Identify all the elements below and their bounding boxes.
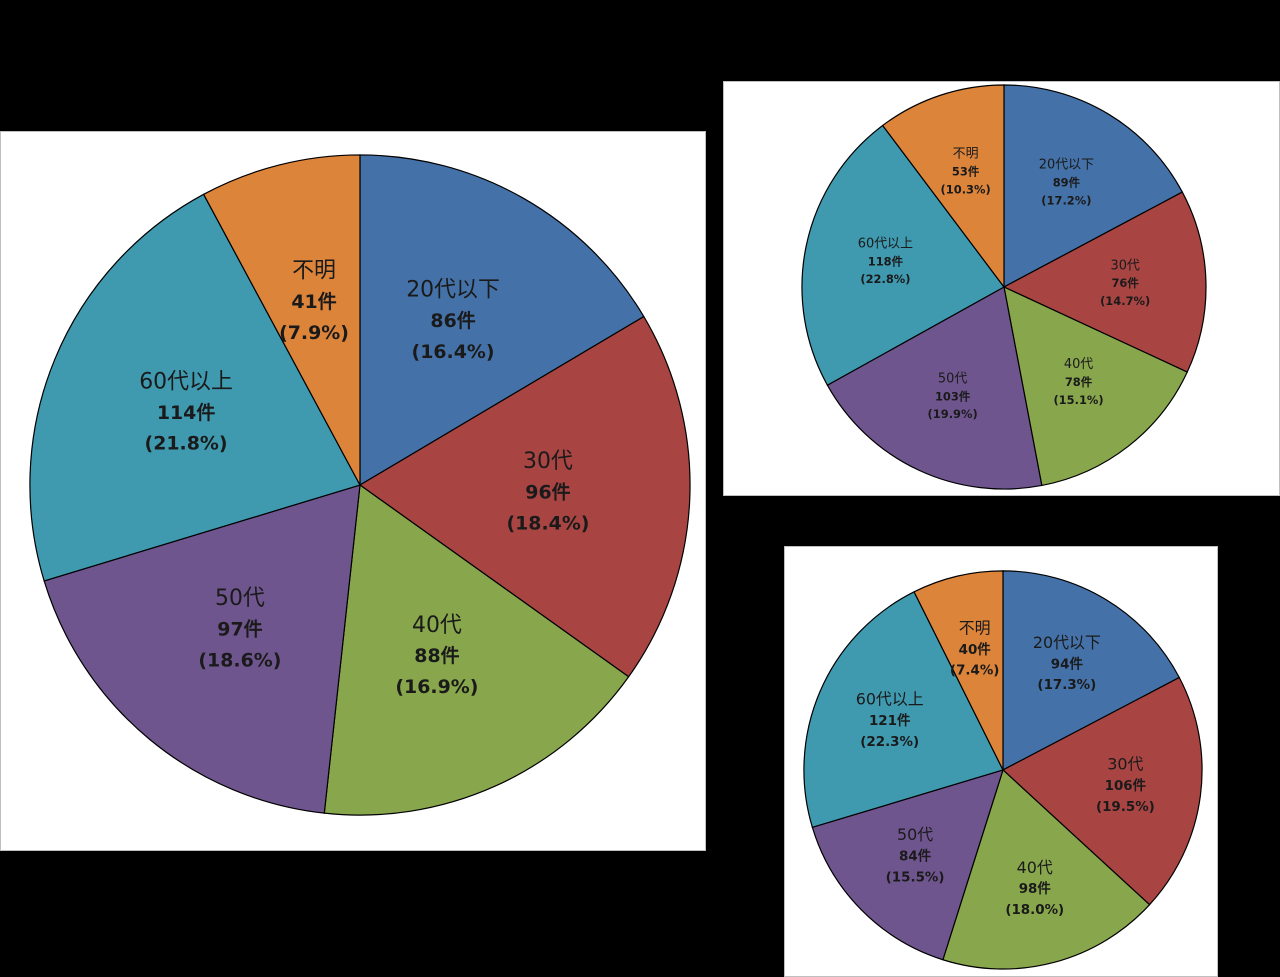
slice-label-60s-plus: 60代以上 114件 (21.8%) <box>139 369 233 454</box>
pie-chart-panel-1: 20代以下 86件 (16.4%) 30代 96件 (18.4%) 40代 88件 (16.9%… <box>0 131 706 851</box>
slice-percent-label: (10.3%) <box>941 182 991 196</box>
slice-percent-label: (19.9%) <box>928 407 978 421</box>
pie-slice-under-20s <box>359 154 645 487</box>
slice-label-50s: 50代 97件 (18.6%) <box>198 586 281 671</box>
slice-count-label: 88件 <box>414 644 459 667</box>
slice-label-40s: 40代 88件 (16.9%) <box>395 613 478 698</box>
pie-chart-1: 20代以下 86件 (16.4%) 30代 96件 (18.4%) 40代 88件 (16.9%… <box>29 154 691 816</box>
pie-slice-unknown <box>881 84 1005 289</box>
slice-label-30s: 30代 76件 (14.7%) <box>1100 258 1150 308</box>
slice-percent-label: (7.9%) <box>279 322 349 344</box>
pie-slice-30s <box>1002 191 1207 373</box>
slice-count-label: 114件 <box>157 401 216 424</box>
pie-slice-unknown <box>913 570 1004 771</box>
slice-category-label: 50代 <box>215 586 265 611</box>
slice-category-label: 50代 <box>938 371 967 386</box>
slice-category-label: 20代以下 <box>406 278 500 303</box>
slice-count-label: 40件 <box>959 641 992 658</box>
slice-count-label: 98件 <box>1019 880 1052 897</box>
slice-category-label: 30代 <box>523 449 573 474</box>
slice-label-under-20s: 20代以下 89件 (17.2%) <box>1039 158 1094 208</box>
slice-category-label: 不明 <box>959 618 991 637</box>
slice-category-label: 40代 <box>1017 858 1053 877</box>
slice-percent-label: (15.1%) <box>1053 393 1103 407</box>
slice-category-label: 30代 <box>1110 258 1139 273</box>
slice-label-unknown: 不明 53件 (10.3%) <box>941 147 991 197</box>
pie-chart-panel-2: 20代以下 89件 (17.2%) 30代 76件 (14.7%) 40代 78件 (15.1%… <box>723 81 1280 496</box>
slice-label-40s: 40代 78件 (15.1%) <box>1053 357 1103 407</box>
slice-percent-label: (19.5%) <box>1096 800 1155 815</box>
slice-percent-label: (7.4%) <box>950 664 1000 679</box>
slice-percent-label: (18.0%) <box>1005 903 1064 918</box>
slice-count-label: 41件 <box>291 290 336 313</box>
slice-count-label: 96件 <box>525 480 570 503</box>
slice-label-unknown: 不明 41件 (7.9%) <box>279 259 349 344</box>
slice-category-label: 60代以上 <box>139 369 233 394</box>
slice-label-50s: 50代 84件 (15.5%) <box>886 825 945 885</box>
slice-category-label: 20代以下 <box>1039 158 1094 173</box>
slice-category-label: 不明 <box>292 259 336 284</box>
pie-slice-40s <box>942 768 1151 970</box>
slice-label-unknown: 不明 40件 (7.4%) <box>950 618 1000 678</box>
slice-category-label: 40代 <box>412 613 462 638</box>
slice-percent-label: (17.3%) <box>1037 678 1096 693</box>
slice-percent-label: (16.4%) <box>412 341 495 363</box>
slice-category-label: 不明 <box>953 147 979 162</box>
slice-count-label: 121件 <box>869 712 911 729</box>
slice-percent-label: (18.4%) <box>506 512 589 534</box>
slice-count-label: 89件 <box>1053 176 1081 190</box>
slice-category-label: 20代以下 <box>1033 633 1101 652</box>
pie-chart-2: 20代以下 89件 (17.2%) 30代 76件 (14.7%) 40代 78件 (15.1%… <box>801 84 1207 490</box>
slice-category-label: 50代 <box>897 825 933 844</box>
slice-percent-label: (14.7%) <box>1100 294 1150 308</box>
slice-label-50s: 50代 103件 (19.9%) <box>928 371 978 421</box>
pie-slice-40s <box>1003 285 1189 487</box>
slice-count-label: 86件 <box>430 309 475 332</box>
slice-label-30s: 30代 106件 (19.5%) <box>1096 755 1155 815</box>
slice-percent-label: (16.9%) <box>395 676 478 698</box>
pie-slice-50s <box>826 286 1043 490</box>
slice-label-40s: 40代 98件 (18.0%) <box>1005 858 1064 918</box>
slice-label-60s-plus: 60代以上 118件 (22.8%) <box>858 236 913 286</box>
pie-slice-unknown <box>202 154 361 486</box>
pie-slice-30s <box>358 315 691 678</box>
slice-percent-label: (15.5%) <box>886 871 945 886</box>
slice-percent-label: (22.3%) <box>860 735 919 750</box>
slice-percent-label: (17.2%) <box>1041 194 1091 208</box>
slice-count-label: 53件 <box>952 165 980 179</box>
pie-chart-panel-3: 20代以下 94件 (17.3%) 30代 106件 (19.5%) 40代 98件 (18.0… <box>784 546 1218 977</box>
slice-category-label: 30代 <box>1107 755 1143 774</box>
slice-count-label: 84件 <box>899 848 932 865</box>
slice-percent-label: (22.8%) <box>860 272 910 286</box>
pie-slice-60s-plus <box>29 193 361 582</box>
pie-slice-50s <box>43 484 361 814</box>
slice-category-label: 40代 <box>1064 357 1093 372</box>
pie-slice-60s-plus <box>803 591 1004 829</box>
slice-count-label: 94件 <box>1051 655 1084 672</box>
slice-count-label: 97件 <box>217 617 262 640</box>
pie-slice-40s <box>323 483 630 816</box>
slice-count-label: 103件 <box>935 389 971 403</box>
slice-count-label: 76件 <box>1111 276 1139 290</box>
pie-slice-under-20s <box>1003 84 1184 289</box>
slice-label-under-20s: 20代以下 86件 (16.4%) <box>406 278 500 363</box>
pie-slice-60s-plus <box>801 124 1005 386</box>
slice-percent-label: (18.6%) <box>198 649 281 671</box>
slice-count-label: 106件 <box>1105 777 1147 794</box>
slice-label-30s: 30代 96件 (18.4%) <box>506 449 589 534</box>
slice-category-label: 60代以上 <box>858 236 913 251</box>
slice-label-60s-plus: 60代以上 121件 (22.3%) <box>856 690 924 750</box>
slice-percent-label: (21.8%) <box>145 433 228 455</box>
slice-count-label: 118件 <box>868 254 904 268</box>
pie-slice-50s <box>811 769 1004 961</box>
slice-count-label: 78件 <box>1065 375 1093 389</box>
pie-slice-30s <box>1001 676 1203 906</box>
pie-chart-3: 20代以下 94件 (17.3%) 30代 106件 (19.5%) 40代 98件 (18.0… <box>803 570 1203 970</box>
slice-category-label: 60代以上 <box>856 690 924 709</box>
pie-slice-under-20s <box>1002 570 1181 771</box>
slice-label-under-20s: 20代以下 94件 (17.3%) <box>1033 633 1101 693</box>
